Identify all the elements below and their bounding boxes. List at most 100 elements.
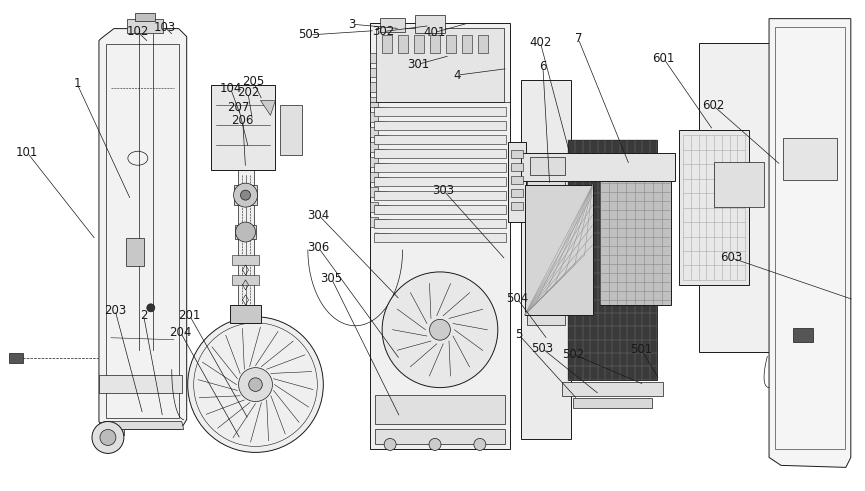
Text: 603: 603 xyxy=(720,251,742,264)
Circle shape xyxy=(474,438,486,450)
Bar xyxy=(525,185,593,315)
Text: 102: 102 xyxy=(126,25,149,38)
Text: 303: 303 xyxy=(432,184,455,197)
Text: 504: 504 xyxy=(506,292,529,305)
Bar xyxy=(370,97,378,108)
Text: 3: 3 xyxy=(349,18,356,31)
Bar xyxy=(510,189,522,197)
Text: 203: 203 xyxy=(104,303,126,317)
Bar xyxy=(375,430,505,444)
Polygon shape xyxy=(102,421,183,430)
Text: 502: 502 xyxy=(562,348,584,361)
Bar xyxy=(375,121,506,130)
Circle shape xyxy=(234,183,258,207)
Circle shape xyxy=(382,272,498,387)
Text: 2: 2 xyxy=(140,308,147,322)
Circle shape xyxy=(188,317,324,452)
Bar xyxy=(211,85,275,170)
Text: 101: 101 xyxy=(16,146,38,159)
Bar xyxy=(375,108,506,116)
Bar xyxy=(10,353,23,363)
Bar xyxy=(370,53,378,62)
Bar xyxy=(793,328,813,342)
Bar xyxy=(380,18,405,31)
Polygon shape xyxy=(769,19,851,467)
Bar xyxy=(375,177,506,186)
Text: 302: 302 xyxy=(372,25,394,38)
Text: 6: 6 xyxy=(539,60,547,73)
Bar xyxy=(232,275,260,285)
Bar xyxy=(234,225,257,239)
Bar xyxy=(375,205,506,214)
Bar xyxy=(382,34,392,53)
Circle shape xyxy=(92,421,124,453)
Bar xyxy=(679,130,749,285)
Bar xyxy=(370,142,378,152)
Bar xyxy=(561,382,663,396)
Bar xyxy=(370,67,378,78)
Bar xyxy=(126,238,144,266)
Bar xyxy=(370,157,378,167)
Circle shape xyxy=(249,378,262,391)
Bar xyxy=(238,170,253,320)
Bar xyxy=(430,34,440,53)
Bar xyxy=(375,219,506,228)
Bar xyxy=(229,305,261,323)
Polygon shape xyxy=(521,81,571,439)
Text: 5: 5 xyxy=(515,328,522,341)
Polygon shape xyxy=(99,28,187,430)
Text: 204: 204 xyxy=(170,326,192,339)
Bar xyxy=(398,34,408,53)
Bar xyxy=(375,233,506,242)
Text: 501: 501 xyxy=(630,343,652,356)
Bar xyxy=(370,217,378,227)
Bar xyxy=(599,165,671,305)
Bar xyxy=(573,398,652,408)
Text: 103: 103 xyxy=(154,21,176,34)
Text: 7: 7 xyxy=(574,32,582,45)
Bar xyxy=(370,187,378,197)
Bar xyxy=(375,136,506,144)
Bar xyxy=(714,162,764,207)
Text: 401: 401 xyxy=(423,26,445,39)
Bar xyxy=(370,202,378,212)
Bar xyxy=(510,163,522,171)
Circle shape xyxy=(240,190,251,200)
Bar xyxy=(99,375,182,393)
Bar xyxy=(527,280,565,325)
Bar xyxy=(376,27,503,103)
Circle shape xyxy=(235,222,255,242)
Text: 202: 202 xyxy=(237,86,260,99)
Bar xyxy=(375,191,506,200)
Text: 402: 402 xyxy=(529,36,552,49)
Circle shape xyxy=(239,368,272,402)
Text: 505: 505 xyxy=(298,28,320,41)
Bar xyxy=(375,395,505,425)
Bar xyxy=(127,19,163,32)
Polygon shape xyxy=(260,101,275,115)
Bar xyxy=(99,421,124,436)
Text: 305: 305 xyxy=(321,273,343,285)
Bar xyxy=(280,106,303,155)
Circle shape xyxy=(147,304,155,312)
Bar xyxy=(232,255,260,265)
Text: 201: 201 xyxy=(178,308,201,322)
Text: 205: 205 xyxy=(242,75,264,88)
Text: 207: 207 xyxy=(227,101,250,114)
Text: 1: 1 xyxy=(74,78,81,90)
Bar xyxy=(567,140,657,380)
Text: 4: 4 xyxy=(454,69,461,82)
Text: 602: 602 xyxy=(702,100,725,112)
Bar xyxy=(510,150,522,158)
Polygon shape xyxy=(370,23,509,449)
Bar xyxy=(529,157,565,175)
Bar xyxy=(234,185,258,205)
Text: 306: 306 xyxy=(308,242,330,254)
Bar xyxy=(375,163,506,172)
Text: 301: 301 xyxy=(407,58,429,71)
Bar xyxy=(135,13,155,21)
Bar xyxy=(370,82,378,92)
Circle shape xyxy=(100,430,116,445)
Bar xyxy=(414,34,424,53)
Text: 104: 104 xyxy=(220,82,242,95)
